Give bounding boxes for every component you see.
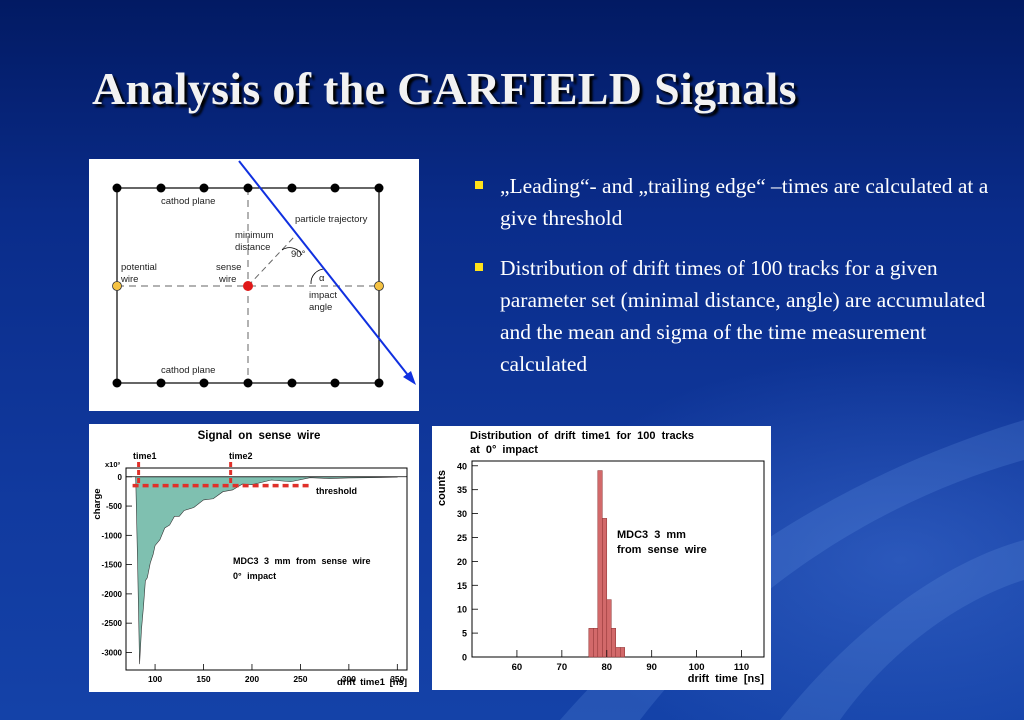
label-distance: distance — [235, 242, 270, 253]
signal-x-tick-label: 150 — [196, 674, 210, 684]
hist-y-axis-label: counts — [436, 470, 448, 506]
hist-y-tick-label: 5 — [462, 629, 467, 639]
hist-bar — [602, 518, 608, 658]
bullet-item: „Leading“- and „trailing edge“ –times ar… — [470, 170, 1010, 234]
slide-title: Analysis of the GARFIELD Signals — [92, 63, 797, 114]
hist-bar — [611, 628, 617, 658]
signal-x-axis-label: drift time1 [ns] — [337, 677, 407, 688]
hist-x-tick-label: 100 — [689, 662, 705, 673]
signal-y-axis-label: charge — [92, 488, 103, 519]
signal-y-tick-label: 0 — [118, 473, 123, 482]
label-cathod-bottom: cathod plane — [161, 365, 215, 376]
label-right-angle: 90° — [291, 249, 306, 260]
label-wire: wire — [120, 274, 138, 285]
hist-bar — [606, 599, 612, 658]
hist-x-axis-label: drift time [ns] — [688, 673, 765, 685]
hist-bar — [619, 647, 625, 658]
signal-chart-title: Signal on sense wire — [198, 430, 321, 442]
hist-note-line2: from sense wire — [617, 544, 707, 556]
label-impact: impact — [309, 290, 337, 301]
hist-bar — [593, 628, 599, 658]
signal-waveform-area — [135, 476, 398, 665]
drift-cell-diagram: cathod plane particle trajectory minimum… — [89, 159, 419, 411]
hist-y-tick-label: 40 — [457, 461, 467, 471]
signal-y-tick-label: -500 — [106, 502, 123, 511]
signal-y-tick-label: -2000 — [102, 590, 123, 599]
label-sense-wire: wire — [218, 274, 236, 285]
hist-x-tick-label: 70 — [557, 662, 568, 673]
signal-chart: Signal on sense wire 0 -500 -1000 -1500 -200… — [89, 424, 419, 692]
signal-y-tick-label: -1000 — [102, 531, 123, 540]
bullet-marker-icon — [475, 181, 483, 189]
hist-bar — [597, 470, 603, 658]
bullet-text: Distribution of drift times of 100 track… — [500, 256, 986, 376]
sense-wire-dot — [243, 281, 253, 291]
signal-x-tick-label: 200 — [245, 674, 259, 684]
potential-wire-left — [112, 281, 122, 291]
signal-plot-frame — [125, 467, 408, 671]
cathod-wires-top — [112, 183, 384, 193]
hist-note-line1: MDC3 3 mm — [617, 529, 686, 541]
hist-bar — [615, 647, 621, 658]
bullet-marker-icon — [475, 263, 483, 271]
signal-time1-label: time1 — [133, 451, 157, 461]
signal-y-multiplier: x10³ — [105, 460, 121, 469]
hist-y-tick-label: 35 — [457, 485, 467, 495]
hist-y-tick-label: 0 — [462, 653, 467, 663]
hist-y-tick-label: 30 — [457, 509, 467, 519]
hist-title-line1: Distribution of drift time1 for 100 trac… — [470, 430, 694, 442]
hist-bar — [588, 628, 594, 658]
particle-trajectory-arrow — [238, 160, 412, 380]
hist-x-tick-label: 80 — [601, 662, 612, 673]
label-potential: potential — [121, 262, 157, 273]
signal-note-line2: 0° impact — [233, 571, 276, 581]
bullet-list: „Leading“- and „trailing edge“ –times ar… — [470, 170, 1010, 398]
signal-x-tick-label: 300 — [342, 674, 356, 684]
hist-title-line2: at 0° impact — [470, 444, 538, 456]
label-particle-trajectory: particle trajectory — [295, 214, 368, 225]
bullet-text: „Leading“- and „trailing edge“ –times ar… — [500, 174, 989, 230]
signal-threshold-label: threshold — [316, 486, 357, 496]
label-sense: sense — [216, 262, 241, 273]
hist-plot-frame — [471, 460, 765, 658]
signal-y-tick-label: -2500 — [102, 619, 123, 628]
signal-y-tick-label: -1500 — [102, 561, 123, 570]
signal-x-tick-label: 100 — [148, 674, 162, 684]
signal-y-tick-label: -3000 — [102, 648, 123, 657]
signal-x-tick-label: 350 — [390, 674, 404, 684]
bullet-item: Distribution of drift times of 100 track… — [470, 252, 1010, 380]
hist-y-tick-label: 10 — [457, 605, 467, 615]
hist-y-tick-label: 20 — [457, 557, 467, 567]
label-angle: angle — [309, 302, 332, 313]
hist-x-tick-label: 90 — [646, 662, 657, 673]
label-alpha: α — [319, 273, 325, 284]
signal-note-line1: MDC3 3 mm from sense wire — [233, 556, 371, 566]
signal-x-tick-label: 250 — [293, 674, 307, 684]
drift-time-histogram: Distribution of drift time1 for 100 trac… — [432, 426, 771, 690]
hist-y-tick-label: 25 — [457, 533, 467, 543]
label-minimum: minimum — [235, 230, 274, 241]
potential-wire-right — [374, 281, 384, 291]
hist-x-tick-label: 110 — [734, 662, 749, 673]
hist-x-tick-label: 60 — [512, 662, 523, 673]
hist-y-tick-label: 15 — [457, 581, 467, 591]
label-cathod-top: cathod plane — [161, 196, 215, 207]
signal-time2-label: time2 — [229, 451, 253, 461]
cathod-wires-bottom — [112, 378, 384, 388]
